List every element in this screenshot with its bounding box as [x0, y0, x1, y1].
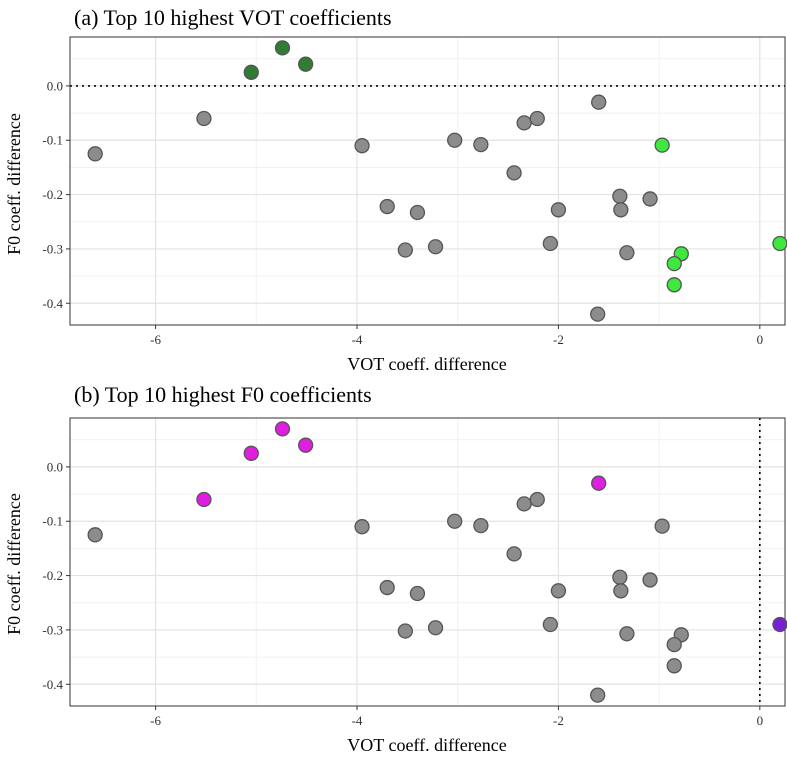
panel-b-data-point [542, 616, 559, 633]
panel-b-data-point [590, 687, 606, 703]
panel-b-data-point [591, 475, 607, 491]
panel-a-x-tick-label: -2 [553, 332, 564, 347]
panel-a-data-point [473, 136, 489, 153]
panel-a-data-point [379, 198, 395, 215]
panel-a-x-tick-label: -4 [352, 332, 363, 347]
panel-b-data-point [409, 585, 426, 602]
panel-a-data-point [613, 202, 629, 218]
panel-b-data-point [379, 579, 395, 596]
panel-a-y-tick-label: -0.2 [42, 187, 63, 202]
panel-a-data-point [196, 110, 212, 127]
panel-a-data-point [542, 235, 559, 252]
panel-a-data-point [243, 64, 259, 80]
panel-b-x-tick-label: 0 [757, 713, 764, 728]
panel-a-data-point [642, 191, 658, 207]
panel-b-title: (b) Top 10 highest F0 coefficients [74, 382, 372, 407]
panel-a-x-tick-label: 0 [757, 332, 764, 347]
panel-b-plot-frame [69, 417, 786, 707]
panel-a-data-point [274, 40, 291, 56]
panel-b-grid: -6 -4 -2 0 0.0 -0.1 -0.2 -0.3 -0.4 [42, 417, 786, 728]
panel-b-data-point [666, 636, 682, 653]
panel-b-data-point [397, 623, 413, 639]
panel-a-y-tick-label: 0.0 [47, 78, 63, 93]
panel-a-data-point [590, 306, 606, 322]
panel-b-y-tick-label: -0.3 [42, 622, 63, 637]
panel-a-y-tick-label: -0.1 [42, 133, 63, 148]
panel-b-data-point [516, 496, 532, 512]
panel-b-data-point [654, 518, 670, 534]
panel-b-data-point [447, 513, 463, 529]
panel-b-data-point [619, 626, 635, 642]
panel-a-data-point [550, 202, 567, 218]
panel-a-data-point [354, 138, 370, 154]
panel-b-data-point [354, 519, 370, 535]
panel-b-x-tick-label: -2 [553, 713, 564, 728]
panel-a-data-point [409, 204, 426, 221]
panel-a-y-tick-label: -0.3 [42, 241, 63, 256]
panel-a-y-axis-title: F0 coeff. difference [4, 113, 24, 255]
panel-b-data-point [529, 491, 545, 508]
panel-b-data-point [274, 421, 291, 437]
panel-a-data-point [772, 235, 787, 252]
panel-b-points [87, 421, 787, 703]
panel-b-data-point [506, 546, 522, 562]
panel-b-data-point [297, 437, 314, 453]
panel-a-data-point [612, 188, 628, 204]
panel-a-points [87, 40, 787, 322]
panel-a-data-point [397, 242, 413, 258]
panel-b: -6 -4 -2 0 0.0 -0.1 -0.2 -0.3 -0.4 (b) Top 10 hi… [4, 382, 787, 755]
panel-b-data-point [427, 620, 444, 636]
panel-b-data-point [473, 517, 489, 534]
panel-b-data-point [612, 569, 628, 585]
panel-a-data-point [591, 94, 607, 110]
panel-a-data-point [654, 137, 670, 153]
panel-a-y-tick-label: -0.4 [42, 296, 63, 311]
panel-b-x-tick-label: -6 [150, 713, 161, 728]
panel-b-x-tick-label: -4 [352, 713, 363, 728]
panel-a-data-point [297, 56, 314, 72]
panel-b-y-axis-title: F0 coeff. difference [4, 493, 24, 635]
panel-b-data-point [666, 658, 682, 674]
panel-a-data-point [666, 255, 682, 272]
panel-a: -6 -4 -2 0 0.0 -0.1 -0.2 -0.3 -0.4 (a) Top 10 hi… [4, 5, 787, 374]
panel-a-title: (a) Top 10 highest VOT coefficients [74, 5, 392, 30]
panel-b-y-tick-label: -0.2 [42, 568, 63, 583]
panel-a-data-point [619, 245, 635, 261]
panel-b-data-point [196, 491, 212, 508]
panel-a-data-point [87, 146, 103, 162]
panel-b-x-axis-title: VOT coeff. difference [347, 735, 506, 755]
panel-b-y-tick-label: -0.4 [42, 677, 63, 692]
panel-a-x-tick-label: -6 [150, 332, 161, 347]
panel-a-grid: -6 -4 -2 0 0.0 -0.1 -0.2 -0.3 -0.4 [42, 36, 786, 347]
panel-b-data-point [550, 583, 567, 599]
panel-b-y-tick-label: -0.1 [42, 514, 63, 529]
panel-b-data-point [642, 572, 658, 588]
panel-b-data-point [243, 445, 259, 461]
panel-b-data-point [772, 616, 787, 633]
panel-a-data-point [447, 132, 463, 148]
panel-b-data-point [87, 527, 103, 543]
panel-b-data-point [613, 583, 629, 599]
panel-a-data-point [427, 239, 444, 255]
panel-a-data-point [666, 277, 682, 293]
panel-a-data-point [516, 115, 532, 131]
panel-a-plot-frame [69, 36, 786, 326]
panel-a-data-point [529, 110, 545, 127]
panel-b-y-tick-label: 0.0 [47, 459, 63, 474]
panel-a-data-point [506, 165, 522, 181]
panel-a-x-axis-title: VOT coeff. difference [347, 354, 506, 374]
